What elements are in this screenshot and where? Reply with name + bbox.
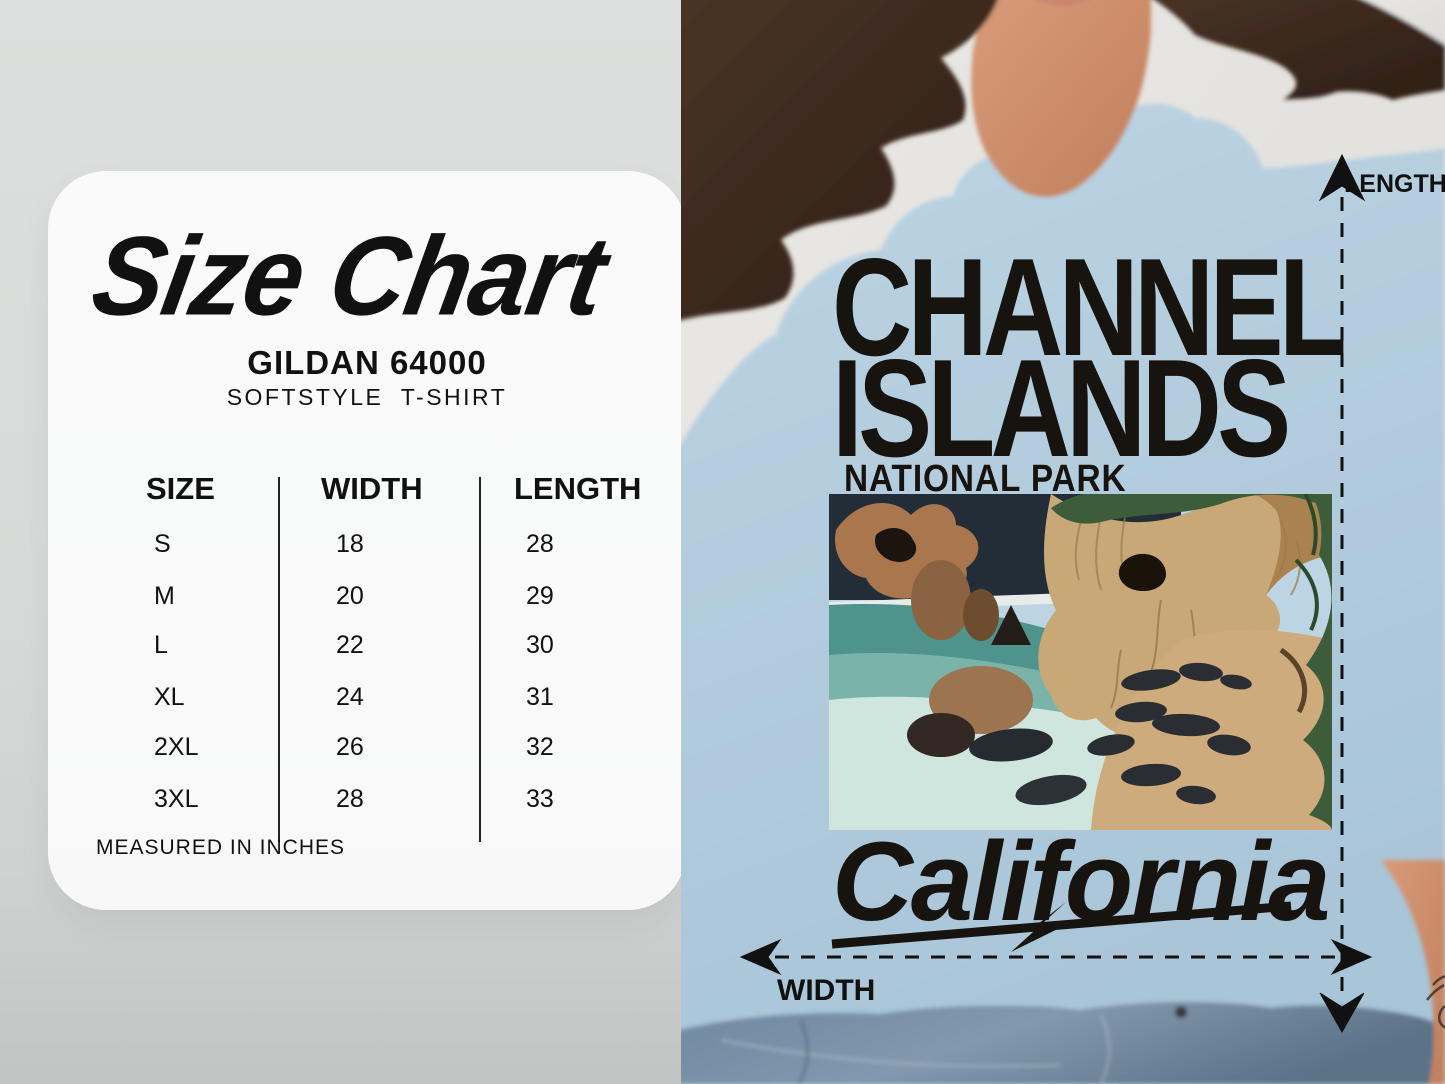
svg-text:WIDTH: WIDTH (777, 974, 875, 1007)
svg-text:LENGTH: LENGTH (1344, 170, 1445, 198)
svg-text:NATIONAL PARK: NATIONAL PARK (844, 457, 1127, 499)
